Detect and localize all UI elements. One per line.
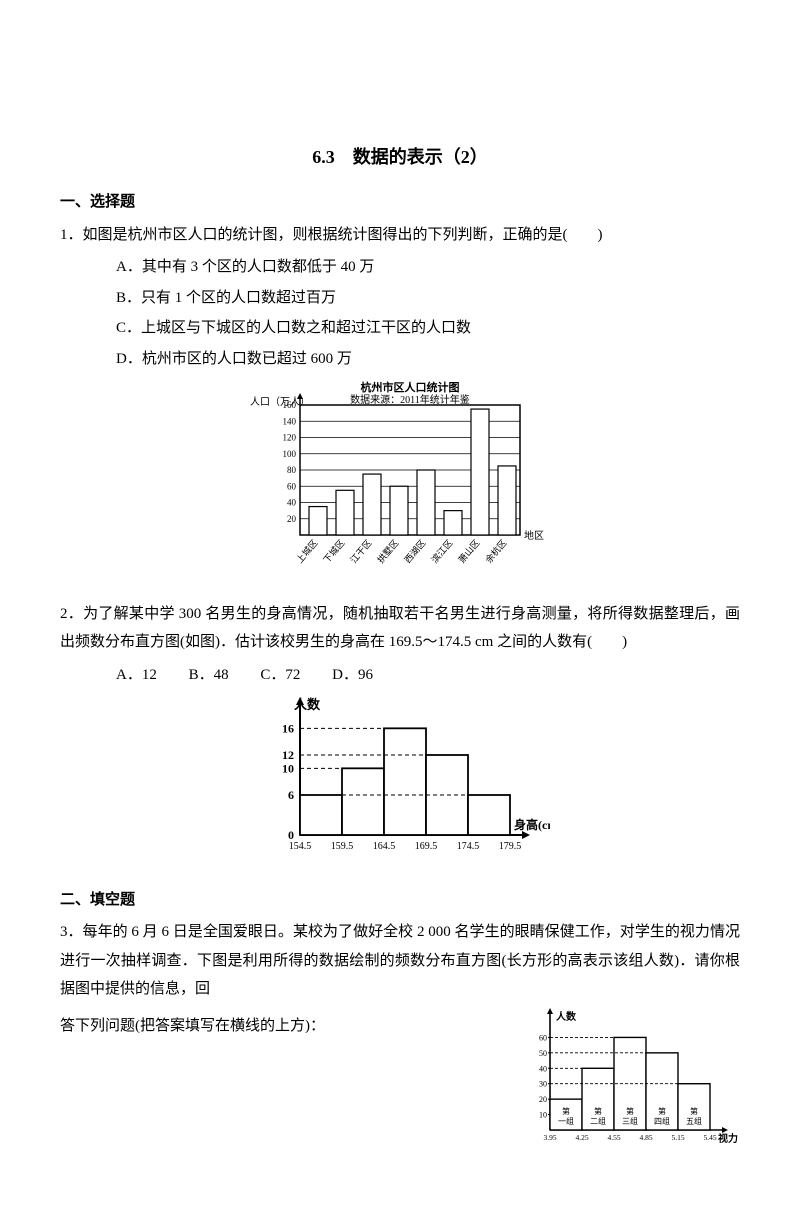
svg-text:20: 20 <box>287 514 297 524</box>
section-2-heading: 二、填空题 <box>60 886 740 915</box>
svg-text:身高(cm): 身高(cm) <box>514 817 550 832</box>
svg-text:20: 20 <box>539 1095 547 1104</box>
q1-options: A．其中有 3 个区的人口数都低于 40 万 B．只有 1 个区的人口数超过百万… <box>60 253 740 373</box>
svg-text:四组: 四组 <box>654 1116 670 1126</box>
q3-stem-2: 答下列问题(把答案填写在横线的上方)： <box>60 1012 512 1041</box>
q3-stem-1: 3．每年的 6 月 6 日是全国爱眼日。某校为了做好全校 2 000 名学生的眼… <box>60 918 740 1004</box>
svg-text:人数: 人数 <box>556 1010 577 1023</box>
q2-opt-b: B．48 <box>189 667 229 683</box>
svg-text:下城区: 下城区 <box>322 538 347 565</box>
svg-text:拱墅区: 拱墅区 <box>375 537 401 565</box>
svg-text:3.95: 3.95 <box>543 1133 556 1142</box>
chart2-hist: 人数身高(cm)06101216154.5159.5164.5169.5174.… <box>250 695 550 865</box>
q1-opt-b: B．只有 1 个区的人口数超过百万 <box>116 284 740 313</box>
svg-text:169.5: 169.5 <box>415 841 438 852</box>
page-title: 6.3 数据的表示（2） <box>60 140 740 174</box>
svg-text:第: 第 <box>594 1106 602 1116</box>
q2-opt-a: A．12 <box>116 667 157 683</box>
svg-text:40: 40 <box>539 1064 547 1073</box>
svg-text:二组: 二组 <box>590 1116 606 1126</box>
q2-stem: 2．为了解某中学 300 名男生的身高情况，随机抽取若干名男生进行身高测量，将所… <box>60 600 740 657</box>
svg-text:江干区: 江干区 <box>349 538 374 565</box>
svg-text:50: 50 <box>539 1049 547 1058</box>
svg-text:154.5: 154.5 <box>289 841 312 852</box>
svg-text:五组: 五组 <box>686 1116 702 1126</box>
svg-text:80: 80 <box>287 465 297 475</box>
svg-text:0: 0 <box>288 828 294 842</box>
chart3-hist: 人数视力102030405060第一组第二组第三组第四组第五组3.954.254… <box>520 1008 740 1158</box>
svg-text:12: 12 <box>282 748 294 762</box>
q1-stem: 1．如图是杭州市区人口的统计图，则根据统计图得出的下列判断，正确的是( ) <box>60 221 740 250</box>
svg-text:西湖区: 西湖区 <box>403 538 428 565</box>
svg-text:10: 10 <box>282 762 294 776</box>
chart2-wrap: 人数身高(cm)06101216154.5159.5164.5169.5174.… <box>60 695 740 876</box>
svg-text:数据来源：2011年统计年鉴: 数据来源：2011年统计年鉴 <box>350 393 470 406</box>
svg-text:上城区: 上城区 <box>295 538 320 565</box>
svg-text:地区: 地区 <box>524 529 544 542</box>
chart1-wrap: 杭州市区人口统计图数据来源：2011年统计年鉴人口（万人）20406080100… <box>60 379 740 590</box>
q1-opt-d: D．杭州市区的人口数已超过 600 万 <box>116 345 740 374</box>
svg-text:16: 16 <box>282 722 294 736</box>
svg-text:174.5: 174.5 <box>457 841 480 852</box>
svg-text:5.45: 5.45 <box>703 1133 716 1142</box>
svg-text:第: 第 <box>562 1106 570 1116</box>
q1-opt-a: A．其中有 3 个区的人口数都低于 40 万 <box>116 253 740 282</box>
svg-text:余杭区: 余杭区 <box>483 537 509 565</box>
svg-text:10: 10 <box>539 1110 547 1119</box>
svg-text:160: 160 <box>283 400 297 410</box>
q2-opt-c: C．72 <box>260 667 300 683</box>
svg-text:第: 第 <box>626 1106 634 1116</box>
svg-text:120: 120 <box>283 433 297 443</box>
svg-text:滨江区: 滨江区 <box>429 537 455 565</box>
svg-text:视力: 视力 <box>718 1132 738 1145</box>
svg-text:60: 60 <box>287 481 297 491</box>
svg-text:30: 30 <box>539 1079 547 1088</box>
q3-row: 答下列问题(把答案填写在横线的上方)： 人数视力102030405060第一组第… <box>60 1008 740 1169</box>
section-1-heading: 一、选择题 <box>60 188 740 217</box>
svg-text:179.5: 179.5 <box>499 841 522 852</box>
chart1-bar: 杭州市区人口统计图数据来源：2011年统计年鉴人口（万人）20406080100… <box>240 379 560 579</box>
svg-text:一组: 一组 <box>558 1116 574 1126</box>
svg-text:164.5: 164.5 <box>373 841 396 852</box>
q1-opt-c: C．上城区与下城区的人口数之和超过江干区的人口数 <box>116 314 740 343</box>
svg-text:4.55: 4.55 <box>607 1133 620 1142</box>
q2-options: A．12 B．48 C．72 D．96 <box>60 661 740 690</box>
q2-opt-d: D．96 <box>332 667 373 683</box>
svg-text:第: 第 <box>658 1106 666 1116</box>
svg-text:100: 100 <box>283 449 297 459</box>
svg-text:159.5: 159.5 <box>331 841 354 852</box>
svg-text:140: 140 <box>283 416 297 426</box>
svg-text:5.15: 5.15 <box>671 1133 684 1142</box>
svg-text:60: 60 <box>539 1033 547 1042</box>
page: 6.3 数据的表示（2） 一、选择题 1．如图是杭州市区人口的统计图，则根据统计… <box>0 0 800 1208</box>
svg-text:4.85: 4.85 <box>639 1133 652 1142</box>
svg-text:萧山区: 萧山区 <box>456 537 482 565</box>
svg-text:三组: 三组 <box>622 1116 638 1126</box>
chart3-wrap: 人数视力102030405060第一组第二组第三组第四组第五组3.954.254… <box>520 1008 740 1169</box>
svg-text:第: 第 <box>690 1106 698 1116</box>
svg-text:杭州市区人口统计图: 杭州市区人口统计图 <box>361 380 460 394</box>
svg-text:6: 6 <box>288 788 294 802</box>
svg-text:4.25: 4.25 <box>575 1133 588 1142</box>
svg-text:40: 40 <box>287 498 297 508</box>
